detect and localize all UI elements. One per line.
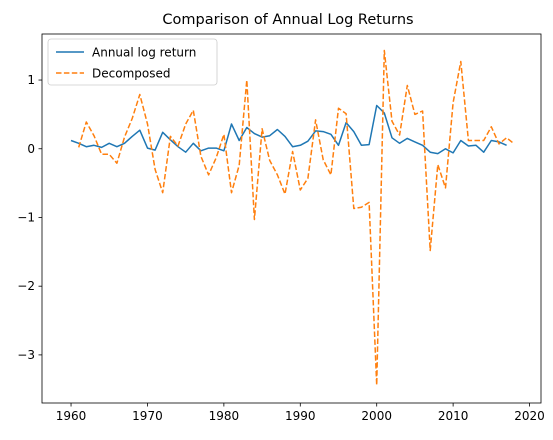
x-tick-label: 2000 xyxy=(361,409,392,423)
x-tick-label: 1990 xyxy=(285,409,316,423)
legend-label: Decomposed xyxy=(92,67,170,81)
plot-area: 1960 1970 1980 1990 2000 2010 2020 1 0 −1 −2 −3 Annu… xyxy=(17,33,545,423)
x-tick-label: 1980 xyxy=(209,409,240,423)
x-tick-label: 1970 xyxy=(132,409,163,423)
axes-frame xyxy=(41,33,542,404)
legend-box xyxy=(47,38,218,86)
y-tick-label: 0 xyxy=(27,142,35,156)
y-tick-label: 1 xyxy=(27,73,35,87)
x-tick-label: 2020 xyxy=(514,409,545,423)
chart-title: Comparison of Annual Log Returns xyxy=(162,12,413,28)
x-tick-label: 2010 xyxy=(438,409,469,423)
y-tick-label: −2 xyxy=(17,279,35,293)
series-line-annual-log-return xyxy=(70,104,507,155)
series-line-decomposed xyxy=(77,49,515,386)
x-tick-label: 1960 xyxy=(56,409,87,423)
legend-label: Annual log return xyxy=(92,46,196,60)
legend: Annual log return Decomposed xyxy=(47,38,218,86)
y-tick-label: −1 xyxy=(17,210,35,224)
y-tick-label: −3 xyxy=(17,348,35,362)
